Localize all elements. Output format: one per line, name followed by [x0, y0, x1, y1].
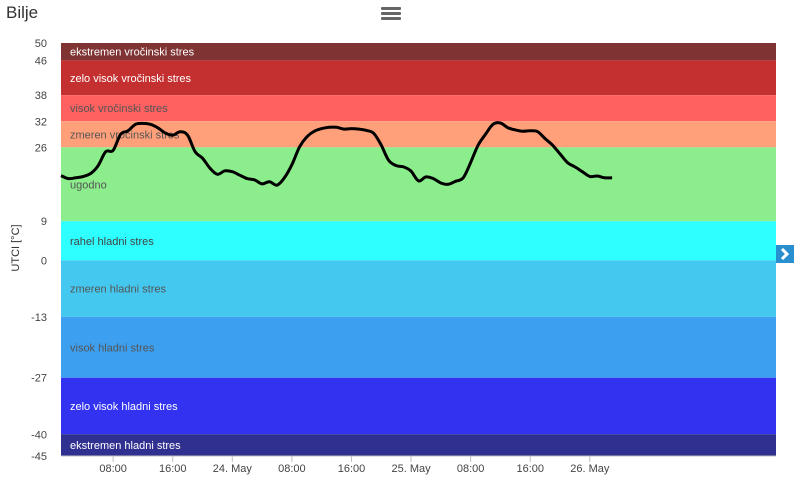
stress-band	[61, 434, 776, 456]
x-tick-label: 16:00	[516, 463, 544, 475]
menu-line	[381, 17, 401, 20]
x-tick-label: 25. May	[391, 463, 431, 475]
utci-line	[60, 121, 613, 187]
stress-band-label: zelo visok vročinski stres	[70, 73, 192, 85]
chart-menu-button[interactable]	[381, 7, 401, 25]
stress-band	[61, 260, 776, 317]
x-tick-label: 08:00	[457, 463, 485, 475]
stress-band-label: zmeren vročinski stres	[70, 129, 180, 141]
stress-band	[61, 121, 776, 148]
stress-band	[61, 60, 776, 96]
stress-band-label: rahel hladni stres	[70, 236, 154, 248]
x-tick-label: 26. May	[570, 463, 610, 475]
x-tick-label: 16:00	[159, 463, 187, 475]
utci-series	[60, 121, 613, 187]
chart-title: Bilje	[6, 3, 39, 22]
stress-band-label: zelo visok hladni stres	[70, 401, 178, 413]
stress-band	[61, 95, 776, 122]
menu-line	[381, 7, 401, 10]
y-tick-label: 38	[35, 90, 47, 102]
y-tick-label: -45	[31, 451, 47, 463]
y-axis: 50 46 38 32 26 9 0 -13 -27 -40 -45	[31, 38, 47, 463]
y-tick-label: -13	[31, 312, 47, 324]
y-tick-label: -27	[31, 373, 47, 385]
chevron-stroke	[780, 247, 790, 261]
y-tick-label: 50	[35, 38, 47, 50]
x-tick-label: 24. May	[213, 463, 253, 475]
stress-band	[61, 316, 776, 378]
x-tick-label: 08:00	[99, 463, 127, 475]
stress-band	[61, 147, 776, 222]
stress-band	[61, 377, 776, 435]
x-axis: 08:00 16:00 24. May 08:00 16:00 25. May 08:00 1…	[61, 455, 776, 475]
stress-band-label: zmeren hladni stres	[70, 284, 166, 296]
stress-band	[61, 43, 776, 61]
y-axis-title: UTCI [°C]	[10, 224, 22, 271]
y-tick-label: 46	[35, 55, 47, 67]
stress-band-label: ugodno	[70, 179, 107, 191]
stress-band-label: ekstremen hladni stres	[70, 440, 181, 452]
stress-band-label: ekstremen vročinski stres	[70, 47, 195, 59]
stress-band	[61, 221, 776, 261]
y-tick-label: 32	[35, 116, 47, 128]
y-tick-label: 0	[41, 255, 47, 267]
y-tick-label: 26	[35, 142, 47, 154]
chevron-right-icon[interactable]	[776, 245, 794, 263]
x-tick-label: 16:00	[338, 463, 366, 475]
x-tick-label: 08:00	[278, 463, 306, 475]
stress-band-labels: ekstremen vročinski stres zelo visok vroč…	[70, 47, 195, 452]
menu-line	[381, 12, 401, 15]
stress-bands	[61, 43, 776, 456]
stress-band-label: visok vročinski stres	[70, 103, 168, 115]
y-tick-label: 9	[41, 216, 47, 228]
stress-band-label: visok hladni stres	[70, 342, 155, 354]
chevron-right-glyph	[780, 247, 790, 261]
y-tick-label: -40	[31, 429, 47, 441]
